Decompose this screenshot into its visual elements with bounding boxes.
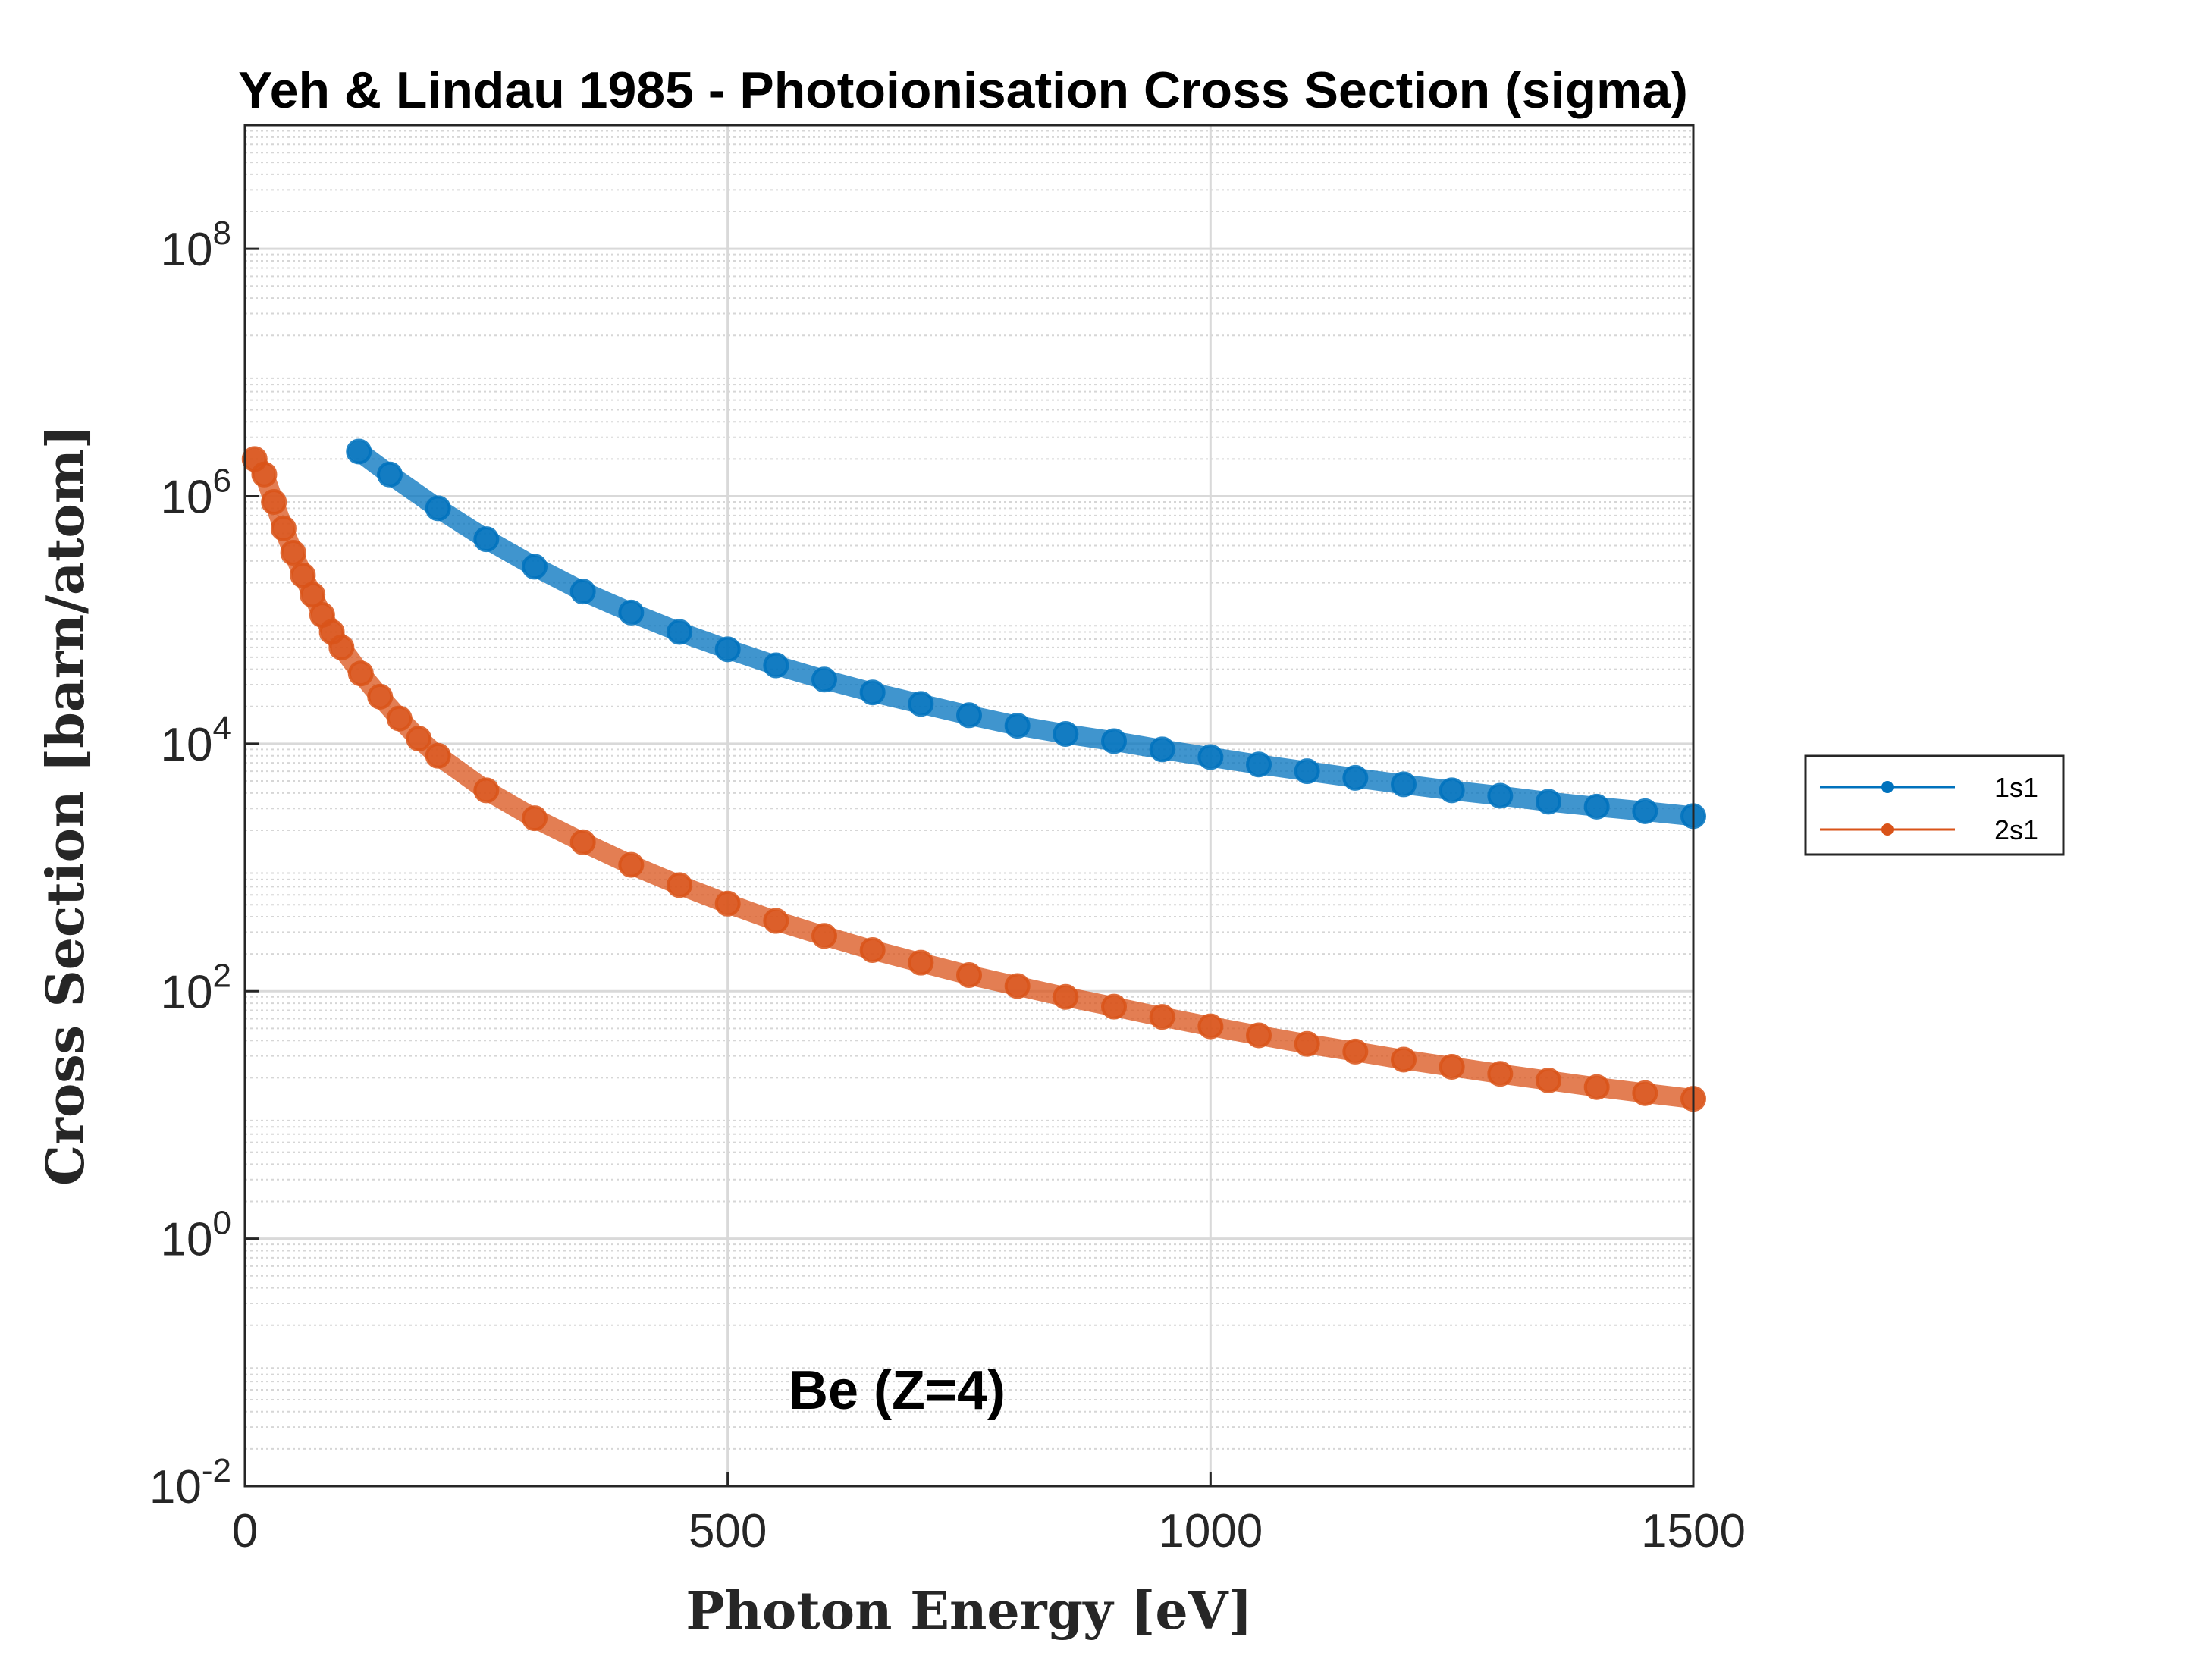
data-point <box>1391 1046 1417 1073</box>
data-point <box>377 461 403 488</box>
data-point <box>1246 751 1272 778</box>
x-tick-labels: 0 500 1000 1500 <box>232 1472 1746 1557</box>
data-point <box>1197 1013 1224 1040</box>
series-layer <box>241 438 1706 1112</box>
data-point <box>473 526 500 553</box>
data-point <box>1246 1022 1272 1049</box>
data-point <box>1294 1030 1320 1057</box>
data-point <box>522 554 548 580</box>
data-point <box>763 652 789 679</box>
data-point <box>1391 771 1417 798</box>
data-point <box>859 679 886 706</box>
data-point <box>956 702 982 729</box>
data-point <box>1294 758 1320 785</box>
data-point <box>763 908 789 934</box>
data-point <box>569 829 596 855</box>
data-point <box>406 726 432 752</box>
data-point <box>1536 789 1561 815</box>
x-tick-label: 500 <box>689 1505 767 1557</box>
data-point <box>1004 973 1031 999</box>
data-point <box>261 489 287 516</box>
y-tick-label: 108 <box>161 215 231 276</box>
data-point <box>714 636 741 663</box>
y-axis-label: Cross Section [barn/atom] <box>36 425 96 1186</box>
data-point <box>1149 736 1175 763</box>
plot-area <box>245 125 1693 1486</box>
data-point <box>956 962 982 989</box>
data-point <box>425 742 451 769</box>
data-point <box>1583 793 1610 820</box>
legend-swatch-marker <box>1881 823 1894 836</box>
element-annotation: Be (Z=4) <box>789 1360 1006 1421</box>
x-tick-label: 1000 <box>1158 1505 1263 1557</box>
data-point <box>280 539 306 566</box>
y-tick-labels: 10-2 100 102 104 106 108 <box>149 215 259 1513</box>
legend-label: 2s1 <box>1994 814 2038 845</box>
y-tick-label: 106 <box>161 463 231 524</box>
data-point <box>1101 993 1127 1020</box>
data-point <box>425 495 451 522</box>
x-tick-label: 0 <box>232 1505 258 1557</box>
grid <box>243 125 1695 1488</box>
y-tick-label: 102 <box>161 957 231 1018</box>
chart-title: Yeh & Lindau 1985 - Photoionisation Cros… <box>238 61 1688 119</box>
data-point <box>859 937 886 964</box>
x-tick-label: 1500 <box>1641 1505 1746 1557</box>
data-point <box>1342 1038 1369 1065</box>
series-2s1 <box>241 446 1706 1112</box>
data-point <box>811 666 837 693</box>
data-point <box>1053 983 1079 1010</box>
y-tick-label: 10-2 <box>149 1452 231 1513</box>
data-point <box>1632 1080 1658 1106</box>
data-point <box>347 660 374 687</box>
data-point <box>1487 782 1514 809</box>
data-point <box>714 890 741 917</box>
data-point <box>569 579 596 605</box>
data-point <box>522 805 548 832</box>
data-point <box>1536 1067 1561 1093</box>
data-point <box>1101 728 1127 754</box>
data-point <box>386 705 413 732</box>
x-axis-label: Photon Energy [eV] <box>686 1581 1252 1642</box>
legend-label: 1s1 <box>1994 772 2038 803</box>
data-point <box>618 851 645 878</box>
data-point <box>367 683 394 710</box>
series-1s1 <box>346 438 1706 830</box>
data-point <box>1149 1004 1175 1030</box>
data-point <box>908 949 934 976</box>
data-point <box>1053 720 1079 747</box>
data-point <box>251 461 278 488</box>
data-point <box>300 582 326 608</box>
legend-swatch-marker <box>1881 781 1894 793</box>
data-point <box>328 634 355 660</box>
legend-box <box>1804 754 2065 856</box>
data-point <box>270 515 297 541</box>
data-point <box>908 691 934 717</box>
data-point <box>667 872 692 898</box>
data-point <box>618 599 645 626</box>
data-point <box>1439 777 1465 804</box>
y-tick-label: 100 <box>161 1205 231 1266</box>
data-point <box>811 923 837 949</box>
data-point <box>1632 798 1658 824</box>
axes-frame <box>243 124 1695 1488</box>
data-point <box>1487 1061 1514 1087</box>
data-point <box>346 438 372 465</box>
y-tick-label: 104 <box>161 710 231 771</box>
data-point <box>1583 1074 1610 1100</box>
data-point <box>1197 744 1224 770</box>
data-point <box>473 777 500 804</box>
data-point <box>667 619 692 645</box>
data-point <box>1439 1053 1465 1080</box>
data-point <box>1342 764 1369 791</box>
data-point <box>1004 713 1031 739</box>
